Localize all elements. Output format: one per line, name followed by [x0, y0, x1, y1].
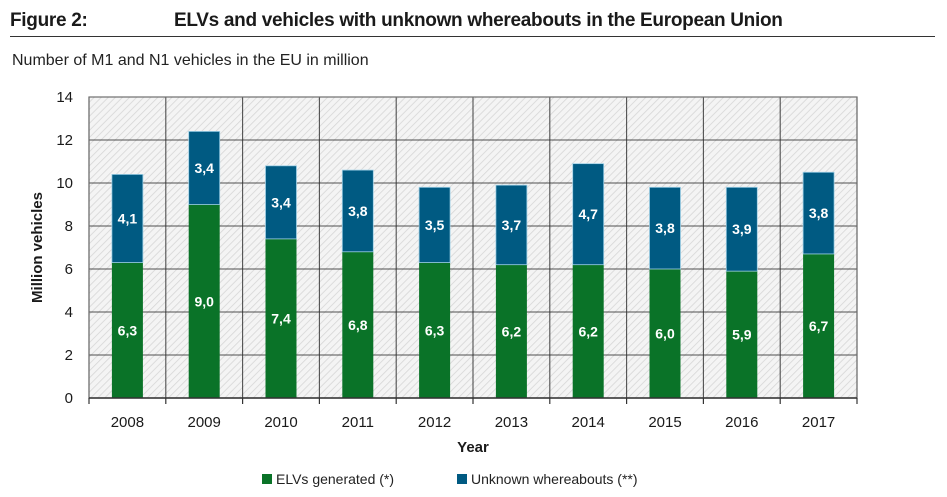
- bar-segment-elv: [803, 253, 835, 398]
- bar-segment-unknown: [341, 169, 374, 253]
- data-label: 3,4: [271, 194, 291, 210]
- bar-segment-elv: [726, 271, 758, 398]
- y-tick-label: 10: [56, 175, 73, 192]
- bar-segment-unknown: [418, 186, 451, 263]
- x-tick-label: 2010: [264, 414, 297, 431]
- bar-segment-elv: [419, 262, 451, 398]
- data-label: 6,0: [655, 326, 675, 342]
- y-tick-label: 12: [56, 132, 73, 149]
- data-label: 6,3: [118, 322, 138, 338]
- data-label: 3,5: [425, 217, 445, 233]
- y-axis-title: Million vehicles: [29, 192, 46, 303]
- bar-segment-elv: [265, 238, 297, 398]
- y-tick-label: 2: [65, 347, 73, 364]
- x-tick-label: 2011: [342, 414, 374, 431]
- bar-segment-elv: [649, 269, 681, 398]
- bar-segment-unknown: [649, 186, 681, 270]
- figure-subtitle: Number of M1 and N1 vehicles in the EU i…: [12, 52, 369, 69]
- figure-header: Figure 2: ELVs and vehicles with unknown…: [10, 6, 935, 37]
- x-tick-label: 2017: [802, 414, 835, 431]
- data-label: 6,3: [425, 322, 445, 338]
- x-tick-label: 2015: [648, 414, 681, 431]
- y-tick-label: 14: [56, 89, 73, 106]
- x-tick-label: 2009: [188, 414, 221, 431]
- data-label: 3,8: [809, 205, 829, 221]
- bar-segment-unknown: [725, 186, 758, 272]
- bar-segment-unknown: [572, 163, 605, 266]
- bar-segment-unknown: [495, 184, 528, 266]
- y-tick-label: 8: [65, 218, 73, 235]
- axes: 2008 2009 2010 2011 2012 2013 2014 2015 2016 2017…: [29, 89, 858, 456]
- data-label: 7,4: [271, 310, 291, 326]
- legend-label: Unknown whereabouts (**): [471, 471, 638, 487]
- bars: [111, 130, 835, 398]
- bar-segment-elv: [495, 264, 527, 398]
- figure-label: Figure 2:: [10, 10, 88, 31]
- bar-segment-elv: [188, 204, 220, 398]
- y-tick-label: 4: [65, 304, 73, 321]
- data-label: 6,2: [502, 323, 522, 339]
- bar-segment-elv: [342, 251, 374, 398]
- y-tick-label: 0: [65, 390, 73, 407]
- data-label: 3,4: [194, 160, 214, 176]
- bar-segment-unknown: [111, 173, 144, 263]
- bar-segment-elv: [111, 262, 143, 398]
- data-label: 4,1: [118, 210, 138, 226]
- legend-swatch: [262, 474, 272, 484]
- data-label: 4,7: [578, 206, 598, 222]
- figure-title: ELVs and vehicles with unknown whereabou…: [174, 10, 783, 31]
- legend-label: ELVs generated (*): [276, 471, 394, 487]
- x-tick-label: 2008: [111, 414, 144, 431]
- bar-segment-unknown: [188, 130, 221, 205]
- bar-data-labels: 6,3 4,1 9,0 3,4 7,4 3,4 6,8 3,8 6,3 3,5 6,2 3,7 6,2 4…: [118, 160, 829, 343]
- bar-segment-unknown: [802, 171, 835, 255]
- data-label: 3,9: [732, 221, 752, 237]
- x-axis-title: Year: [457, 439, 489, 456]
- data-label: 6,2: [578, 323, 598, 339]
- legend: ELVs generated (*) Unknown whereabouts (*…: [262, 471, 638, 487]
- data-label: 3,7: [502, 217, 522, 233]
- y-tick-label: 6: [65, 261, 73, 278]
- x-tick-label: 2012: [418, 414, 451, 431]
- data-label: 6,8: [348, 317, 368, 333]
- legend-swatch: [457, 474, 467, 484]
- x-tick-label: 2016: [725, 414, 758, 431]
- data-label: 6,7: [809, 318, 829, 334]
- data-label: 3,8: [348, 203, 368, 219]
- data-label: 9,0: [194, 293, 214, 309]
- bar-segment-elv: [572, 264, 604, 398]
- x-tick-label: 2013: [495, 414, 528, 431]
- data-label: 3,8: [655, 220, 675, 236]
- data-label: 5,9: [732, 327, 752, 343]
- x-tick-label: 2014: [572, 414, 605, 431]
- bar-segment-unknown: [265, 165, 297, 240]
